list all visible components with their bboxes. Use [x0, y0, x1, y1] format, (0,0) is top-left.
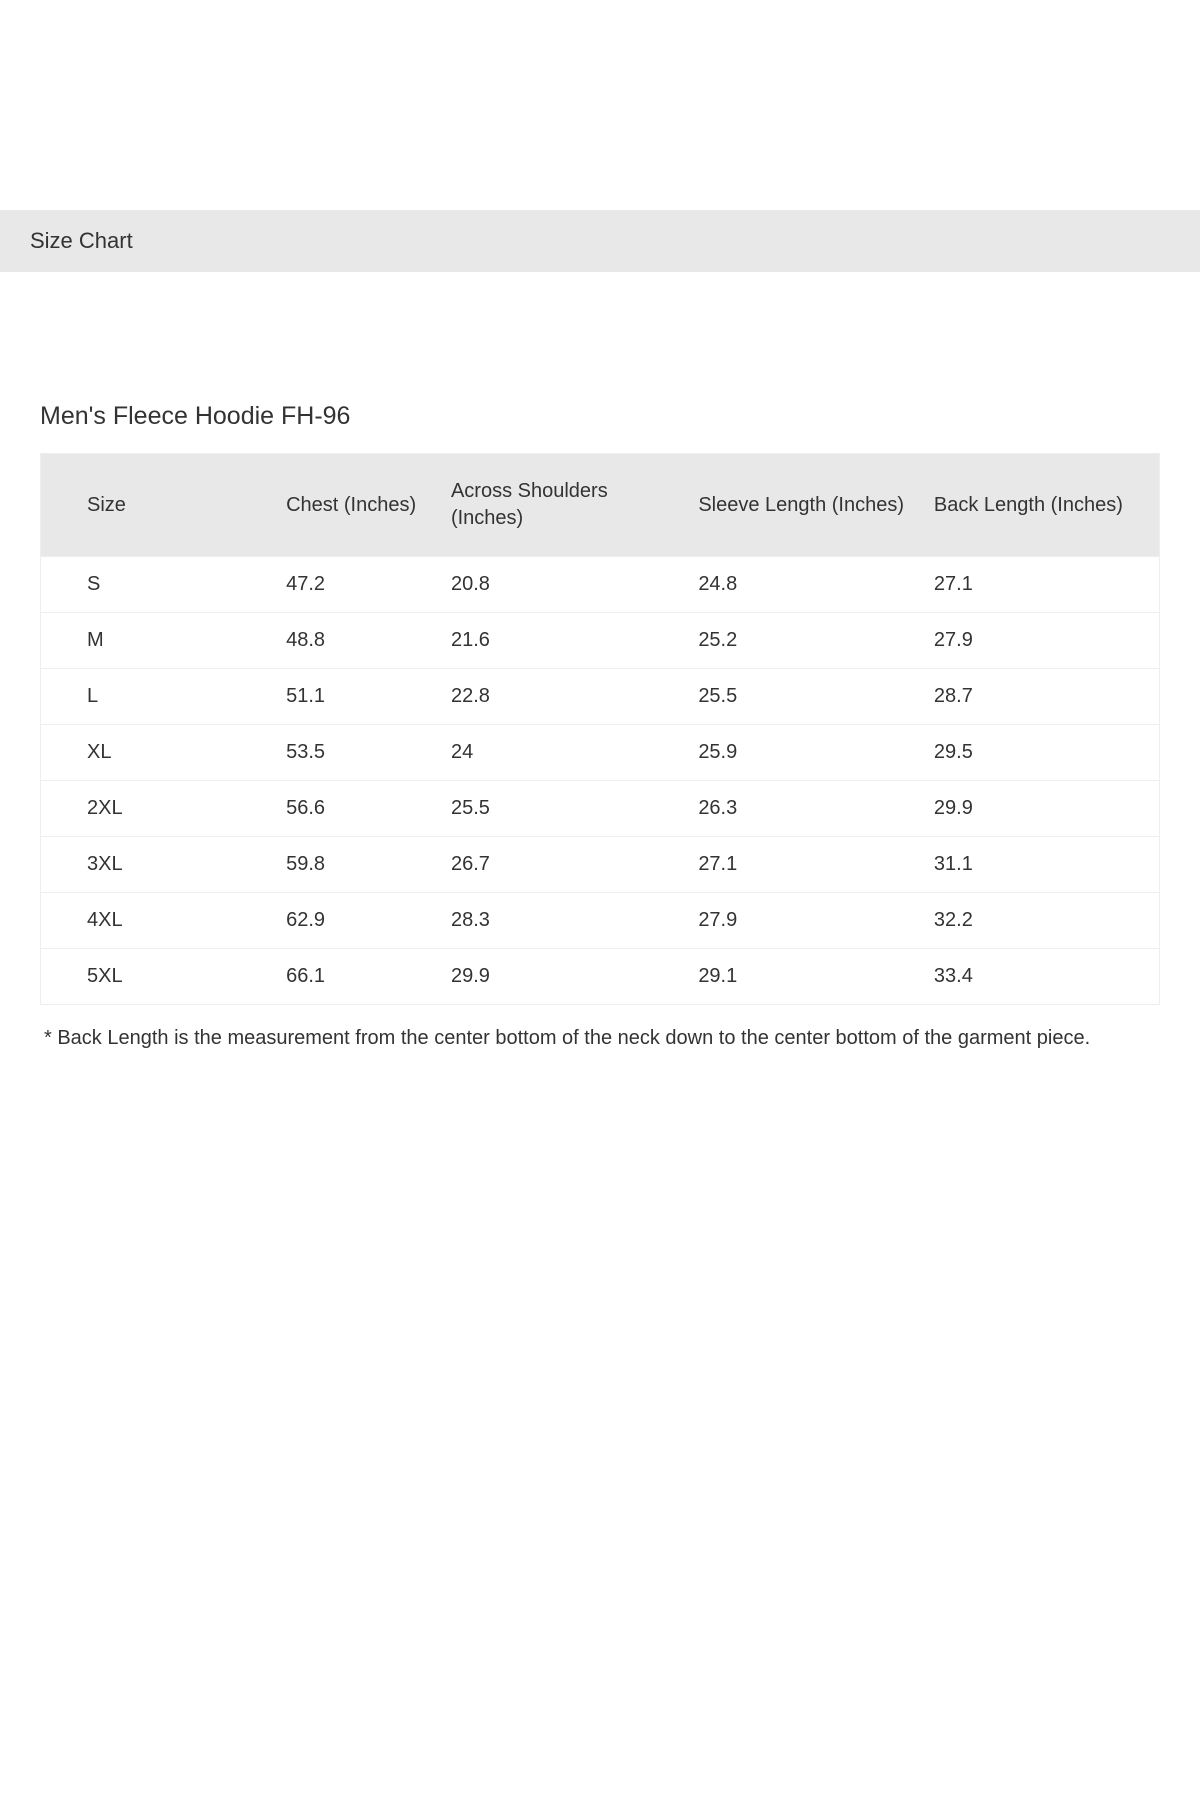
cell-shoulders: 20.8	[441, 557, 688, 613]
cell-sleeve: 25.2	[688, 613, 924, 669]
cell-back: 29.5	[924, 725, 1160, 781]
cell-sleeve: 25.5	[688, 669, 924, 725]
column-header-sleeve: Sleeve Length (Inches)	[688, 454, 924, 557]
header-bar: Size Chart	[0, 210, 1200, 272]
table-row: 5XL 66.1 29.9 29.1 33.4	[41, 949, 1160, 1005]
cell-back: 32.2	[924, 893, 1160, 949]
cell-sleeve: 27.1	[688, 837, 924, 893]
column-header-size: Size	[41, 454, 277, 557]
table-row: 3XL 59.8 26.7 27.1 31.1	[41, 837, 1160, 893]
cell-size: M	[41, 613, 277, 669]
content-area: Men's Fleece Hoodie FH-96 Size Chest (In…	[0, 402, 1200, 1052]
column-header-shoulders: Across Shoulders (Inches)	[441, 454, 688, 557]
table-row: S 47.2 20.8 24.8 27.1	[41, 557, 1160, 613]
cell-back: 29.9	[924, 781, 1160, 837]
cell-sleeve: 25.9	[688, 725, 924, 781]
cell-sleeve: 26.3	[688, 781, 924, 837]
cell-size: S	[41, 557, 277, 613]
cell-back: 27.1	[924, 557, 1160, 613]
table-row: 4XL 62.9 28.3 27.9 32.2	[41, 893, 1160, 949]
cell-sleeve: 29.1	[688, 949, 924, 1005]
cell-size: L	[41, 669, 277, 725]
table-row: M 48.8 21.6 25.2 27.9	[41, 613, 1160, 669]
cell-chest: 59.8	[276, 837, 441, 893]
product-title: Men's Fleece Hoodie FH-96	[40, 402, 1160, 431]
column-header-chest: Chest (Inches)	[276, 454, 441, 557]
cell-size: 4XL	[41, 893, 277, 949]
cell-chest: 56.6	[276, 781, 441, 837]
cell-size: 5XL	[41, 949, 277, 1005]
cell-size: 3XL	[41, 837, 277, 893]
cell-shoulders: 21.6	[441, 613, 688, 669]
cell-sleeve: 27.9	[688, 893, 924, 949]
cell-chest: 51.1	[276, 669, 441, 725]
column-header-back: Back Length (Inches)	[924, 454, 1160, 557]
cell-shoulders: 25.5	[441, 781, 688, 837]
cell-chest: 66.1	[276, 949, 441, 1005]
cell-back: 31.1	[924, 837, 1160, 893]
cell-size: 2XL	[41, 781, 277, 837]
cell-shoulders: 24	[441, 725, 688, 781]
cell-back: 33.4	[924, 949, 1160, 1005]
cell-sleeve: 24.8	[688, 557, 924, 613]
cell-shoulders: 26.7	[441, 837, 688, 893]
table-row: L 51.1 22.8 25.5 28.7	[41, 669, 1160, 725]
cell-size: XL	[41, 725, 277, 781]
cell-back: 28.7	[924, 669, 1160, 725]
cell-shoulders: 22.8	[441, 669, 688, 725]
cell-chest: 53.5	[276, 725, 441, 781]
cell-shoulders: 28.3	[441, 893, 688, 949]
cell-back: 27.9	[924, 613, 1160, 669]
table-row: XL 53.5 24 25.9 29.5	[41, 725, 1160, 781]
table-header-row: Size Chest (Inches) Across Shoulders (In…	[41, 454, 1160, 557]
footnote-text: * Back Length is the measurement from th…	[40, 1025, 1160, 1052]
header-title: Size Chart	[30, 228, 133, 253]
cell-chest: 48.8	[276, 613, 441, 669]
cell-shoulders: 29.9	[441, 949, 688, 1005]
table-row: 2XL 56.6 25.5 26.3 29.9	[41, 781, 1160, 837]
cell-chest: 47.2	[276, 557, 441, 613]
table-body: S 47.2 20.8 24.8 27.1 M 48.8 21.6 25.2 2…	[41, 557, 1160, 1005]
cell-chest: 62.9	[276, 893, 441, 949]
size-chart-table: Size Chest (Inches) Across Shoulders (In…	[40, 453, 1160, 1005]
